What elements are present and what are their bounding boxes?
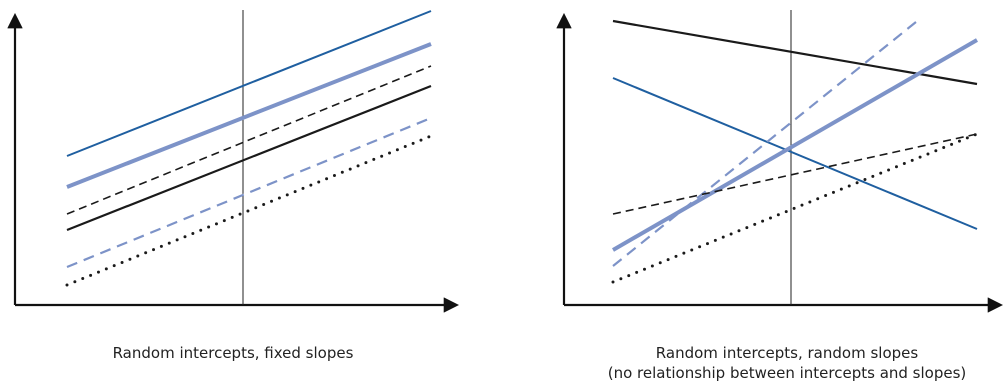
left-caption: Random intercepts, fixed slopes xyxy=(113,344,354,362)
left-dashed-light-blue-line xyxy=(66,116,432,269)
right-caption-line-1: Random intercepts, random slopes xyxy=(656,344,919,362)
right-lines xyxy=(611,19,979,284)
right-dashed-light-blue-line xyxy=(612,21,917,267)
left-solid-dark-blue-line xyxy=(66,10,432,157)
right-panel: Random intercepts, random slopes (no rel… xyxy=(556,10,1003,382)
left-panel: Random intercepts, fixed slopes xyxy=(7,10,460,362)
left-thick-light-blue-line xyxy=(66,42,432,189)
left-dashed-black-line xyxy=(66,65,432,215)
right-solid-black-line xyxy=(612,19,978,86)
right-thick-light-blue-line xyxy=(612,38,978,252)
left-lines xyxy=(65,10,433,287)
right-dotted-black-line xyxy=(611,132,979,284)
right-solid-dark-blue-line xyxy=(612,77,978,230)
right-caption-line-2: (no relationship between intercepts and … xyxy=(608,364,967,382)
left-dotted-black-line xyxy=(65,134,433,287)
left-solid-black-line xyxy=(66,84,432,232)
right-dashed-black-line xyxy=(612,133,978,215)
